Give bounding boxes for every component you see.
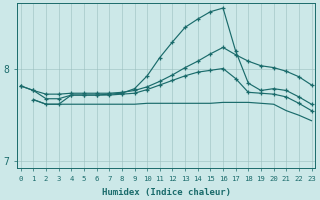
X-axis label: Humidex (Indice chaleur): Humidex (Indice chaleur) (102, 188, 231, 197)
